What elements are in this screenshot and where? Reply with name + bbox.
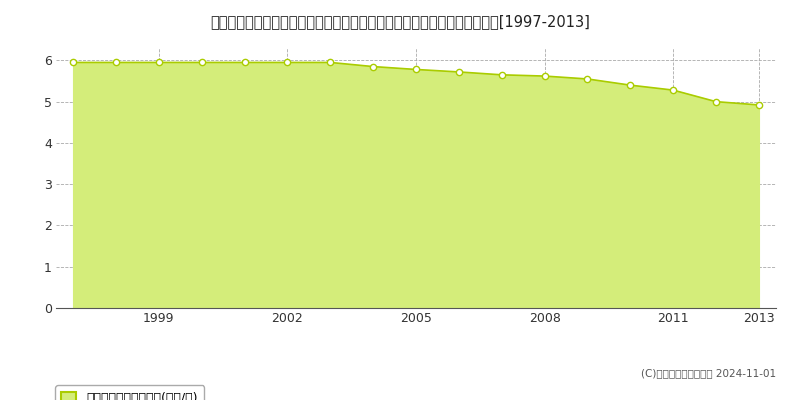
Text: 宮崎県児湯郡木城町大字高城字中河原４０７０番３　基準地価　地価推移[1997-2013]: 宮崎県児湯郡木城町大字高城字中河原４０７０番３ 基準地価 地価推移[1997-2… [210,14,590,29]
Legend: 基準地価　平均嵪単価(万円/嵪): 基準地価 平均嵪単価(万円/嵪) [55,386,204,400]
Text: (C)土地価格ドットコム 2024-11-01: (C)土地価格ドットコム 2024-11-01 [641,368,776,378]
